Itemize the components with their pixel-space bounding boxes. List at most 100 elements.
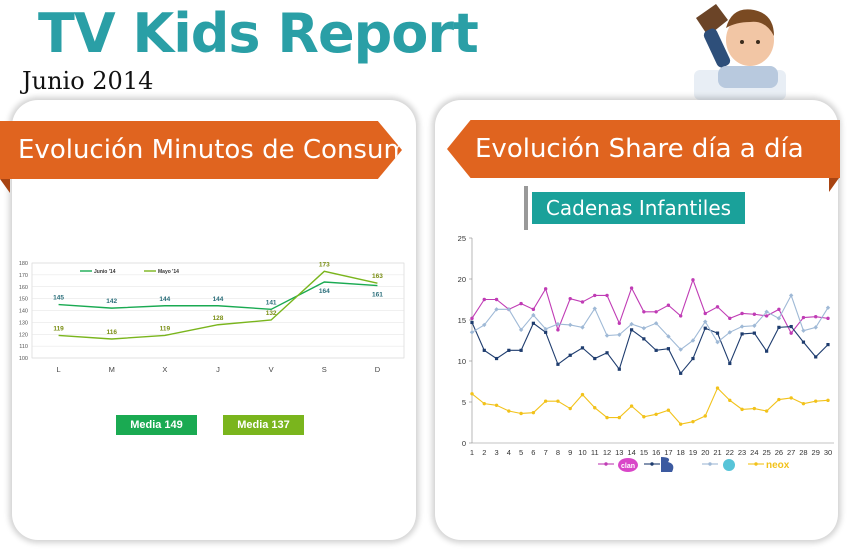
data-point	[642, 415, 646, 419]
data-point	[703, 414, 707, 418]
x-tick-label: 12	[603, 448, 611, 457]
data-label: 119	[53, 325, 64, 332]
data-point	[777, 307, 781, 312]
data-label: 116	[106, 329, 117, 336]
data-point	[519, 348, 523, 352]
x-tick-label: 20	[701, 448, 709, 457]
data-point	[752, 312, 757, 316]
data-point	[752, 331, 756, 335]
x-tick-label: J	[216, 365, 220, 374]
data-point	[727, 330, 732, 335]
data-point	[506, 307, 512, 312]
y-tick-label: 170	[19, 273, 28, 279]
boing-logo	[661, 457, 674, 472]
data-point	[826, 316, 830, 321]
data-label: 144	[159, 296, 170, 303]
series-line-0	[471, 278, 829, 335]
y-tick-label: 120	[19, 332, 28, 338]
data-point	[605, 415, 609, 420]
data-point	[654, 412, 658, 416]
data-point	[728, 316, 732, 321]
data-point	[691, 356, 695, 361]
x-tick-label: S	[322, 365, 327, 374]
x-tick-label: 16	[652, 448, 660, 457]
x-tick-label: 13	[615, 448, 623, 457]
series-line-2	[471, 294, 829, 351]
data-point	[494, 307, 499, 312]
data-point	[703, 326, 707, 330]
data-label: 144	[213, 296, 224, 303]
x-tick-label: 28	[799, 448, 807, 457]
data-point	[556, 328, 560, 332]
data-point	[740, 332, 744, 336]
data-point	[494, 356, 499, 361]
share-ribbon: Evolución Share día a día	[447, 120, 840, 178]
data-point	[593, 293, 597, 298]
x-tick-label: 25	[762, 448, 770, 457]
data-point	[605, 293, 609, 298]
data-point	[568, 353, 572, 357]
y-tick-label: 150	[19, 297, 28, 303]
data-point	[764, 409, 769, 413]
data-point	[765, 349, 769, 353]
data-point	[482, 322, 487, 328]
minutes-ribbon: Evolución Minutos de Consumo	[0, 121, 402, 179]
data-label: 173	[319, 261, 330, 268]
y-tick-label: 140	[19, 309, 28, 315]
series-line-1	[471, 322, 829, 375]
x-tick-label: 9	[568, 448, 572, 457]
report-title: TV Kids Report	[38, 2, 479, 65]
x-tick-label: 1	[470, 448, 474, 457]
x-tick-label: 26	[775, 448, 783, 457]
data-point	[788, 293, 794, 298]
data-point	[814, 315, 818, 319]
data-point	[678, 314, 683, 318]
data-point	[617, 367, 621, 371]
data-point	[470, 320, 474, 325]
x-tick-label: 3	[494, 448, 498, 457]
data-label: 164	[319, 288, 330, 295]
data-point	[654, 310, 658, 314]
x-tick-label: 17	[664, 448, 672, 457]
data-point	[494, 403, 499, 407]
data-point	[482, 297, 486, 302]
data-point	[789, 324, 793, 329]
data-point	[801, 328, 806, 333]
x-tick-label: 18	[677, 448, 685, 457]
data-label: 142	[106, 298, 117, 305]
data-point	[728, 361, 732, 366]
y-tick-label: 160	[19, 285, 28, 291]
y-tick-label: 20	[458, 275, 466, 284]
data-label: 161	[372, 292, 383, 299]
data-point	[752, 406, 757, 411]
data-label: 132	[266, 310, 277, 317]
data-point	[777, 397, 781, 402]
data-point	[469, 330, 475, 335]
data-point	[715, 305, 720, 309]
data-point	[814, 399, 818, 403]
minutes-chart: 100 110 120 130 140 150 160 170 180 L M X J V S D 145 142…	[19, 261, 405, 374]
x-tick-label: 24	[750, 448, 758, 457]
data-point	[752, 323, 757, 328]
legend-label: Junio '14	[94, 269, 116, 275]
data-point	[519, 411, 523, 416]
data-point	[776, 316, 782, 321]
data-point	[617, 321, 622, 325]
data-label: 145	[53, 295, 64, 302]
pill-marker	[524, 186, 528, 230]
data-point	[801, 315, 806, 320]
x-tick-label: 7	[544, 448, 548, 457]
data-point	[519, 301, 523, 306]
data-point	[531, 321, 535, 325]
data-point	[617, 415, 622, 420]
x-tick-label: 6	[531, 448, 535, 457]
series-line-0	[58, 281, 378, 311]
legend-label: Mayo '14	[158, 269, 179, 275]
data-point	[654, 348, 658, 352]
data-point	[678, 422, 683, 426]
ribbon-fold-right	[829, 178, 839, 192]
data-point	[642, 310, 646, 314]
data-point	[629, 286, 634, 290]
data-point	[593, 356, 597, 361]
